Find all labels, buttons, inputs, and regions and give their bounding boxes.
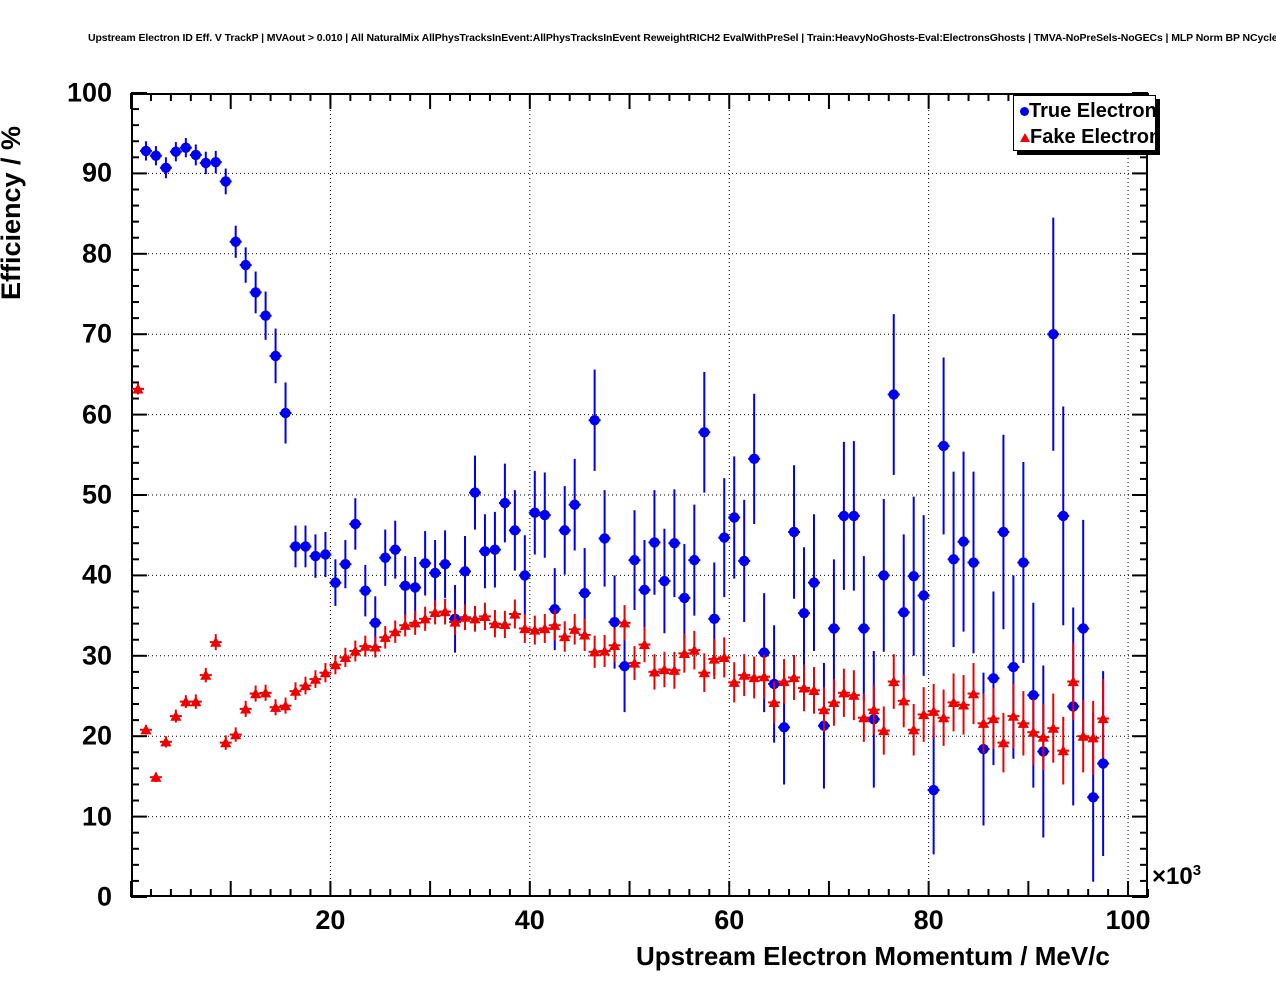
y-axis-title: Efficiency / % [0, 126, 26, 300]
legend-box: True Electron Fake Electron [1013, 95, 1161, 151]
y-tick-label: 100 [66, 77, 112, 108]
y-tick-label: 10 [81, 801, 112, 832]
x-tick-label: 40 [514, 905, 545, 935]
y-tick-label: 60 [81, 399, 112, 430]
y-tick-label: 40 [81, 559, 112, 590]
y-tick-label: 90 [81, 157, 112, 188]
x-tick-label: 100 [1105, 905, 1151, 935]
y-tick-label: 20 [81, 720, 112, 751]
y-tick-label: 30 [81, 640, 112, 671]
y-tick-label: 50 [81, 479, 112, 510]
y-tick-label: 0 [96, 881, 112, 912]
x-axis-exponent: ×103 [1152, 862, 1202, 890]
x-tick-label: 60 [714, 905, 745, 935]
triangle-marker-icon [1020, 132, 1030, 142]
x-axis-title: Upstream Electron Momentum / MeV/c [636, 941, 1110, 971]
legend-label: True Electron [1029, 100, 1157, 122]
y-tick-label: 80 [81, 238, 112, 269]
x-tick-label: 80 [913, 905, 944, 935]
y-tick-label: 70 [81, 318, 112, 349]
circle-marker-icon [1020, 106, 1029, 116]
legend-item-fake-electron: Fake Electron [1020, 124, 1161, 150]
x-tick-label: 20 [315, 905, 346, 935]
page-title: Upstream Electron ID Eff. V TrackP | MVA… [88, 32, 1276, 44]
legend-item-true-electron: True Electron [1020, 98, 1157, 124]
plot-frame [131, 93, 1148, 897]
legend-label: Fake Electron [1030, 126, 1162, 148]
